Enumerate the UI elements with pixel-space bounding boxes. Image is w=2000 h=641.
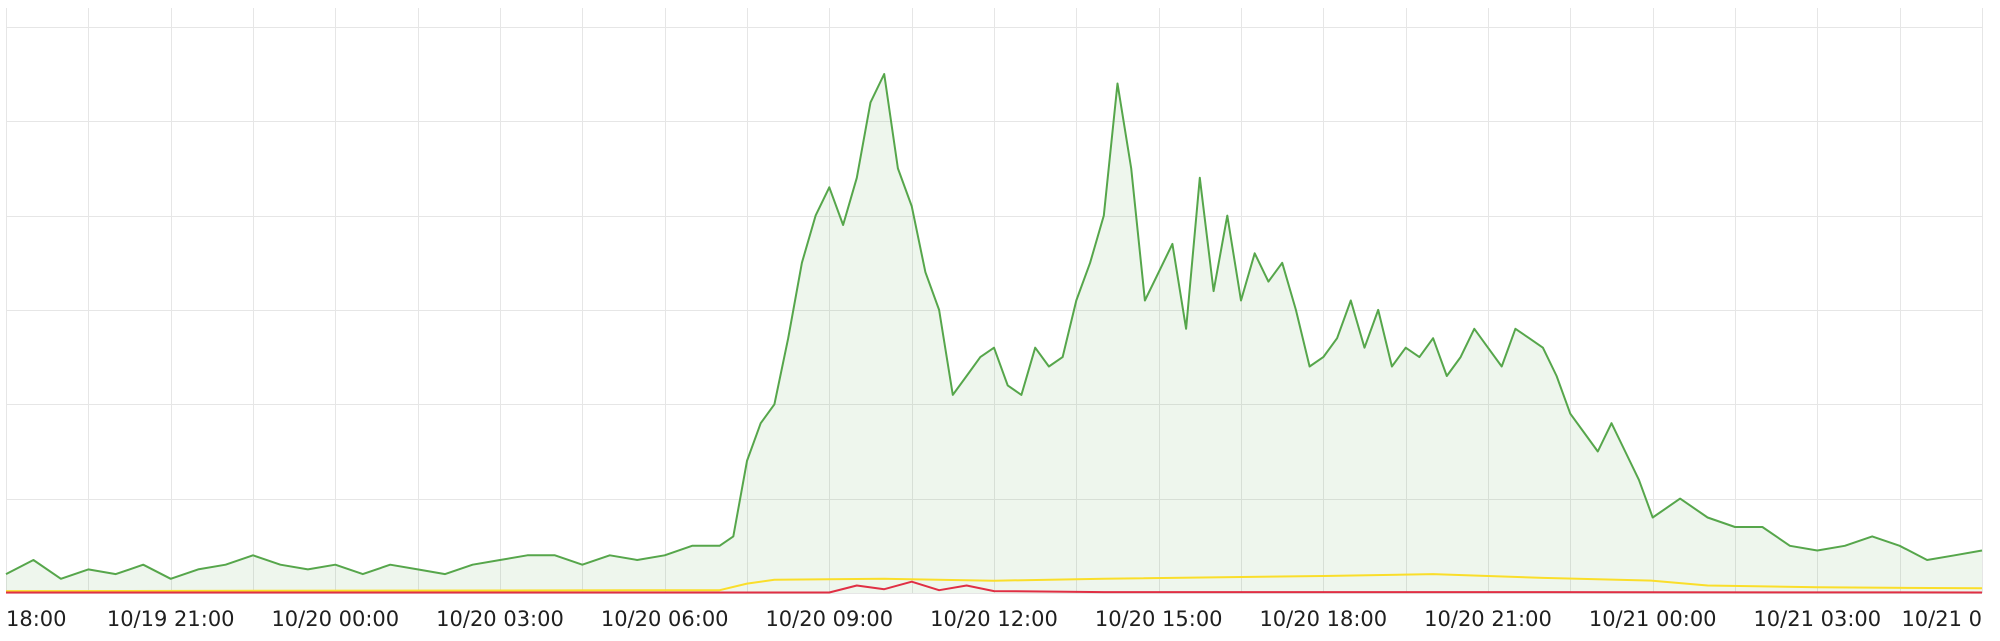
x-tick-label: 10/20 21:00 xyxy=(1424,607,1552,631)
x-tick-label: 10/19 21:00 xyxy=(107,607,235,631)
x-tick-label: 10/21 00:00 xyxy=(1589,607,1717,631)
x-tick-label: 10/20 06:00 xyxy=(601,607,729,631)
x-axis: 18:00 10/19 21:00 10/20 00:00 10/20 03:00 10… xyxy=(6,607,1982,631)
x-tick-label: 10/21 03:00 xyxy=(1753,607,1881,631)
chart-series xyxy=(5,73,1983,594)
x-tick-label: 10/20 18:00 xyxy=(1259,607,1387,631)
series-0-area xyxy=(6,74,1982,593)
x-tick-label: 18:00 xyxy=(6,607,67,631)
x-tick-label: 10/20 03:00 xyxy=(436,607,564,631)
chart-grid xyxy=(6,8,1983,594)
x-tick-label: 10/21 0 xyxy=(1901,607,1982,631)
x-tick-label: 10/20 15:00 xyxy=(1095,607,1223,631)
x-tick-label: 10/20 12:00 xyxy=(930,607,1058,631)
x-tick-label: 10/20 09:00 xyxy=(765,607,893,631)
series-2-line xyxy=(6,580,1983,594)
x-tick-label: 10/20 00:00 xyxy=(271,607,399,631)
series-0-line xyxy=(5,73,1983,580)
series-1-line xyxy=(5,573,1983,593)
